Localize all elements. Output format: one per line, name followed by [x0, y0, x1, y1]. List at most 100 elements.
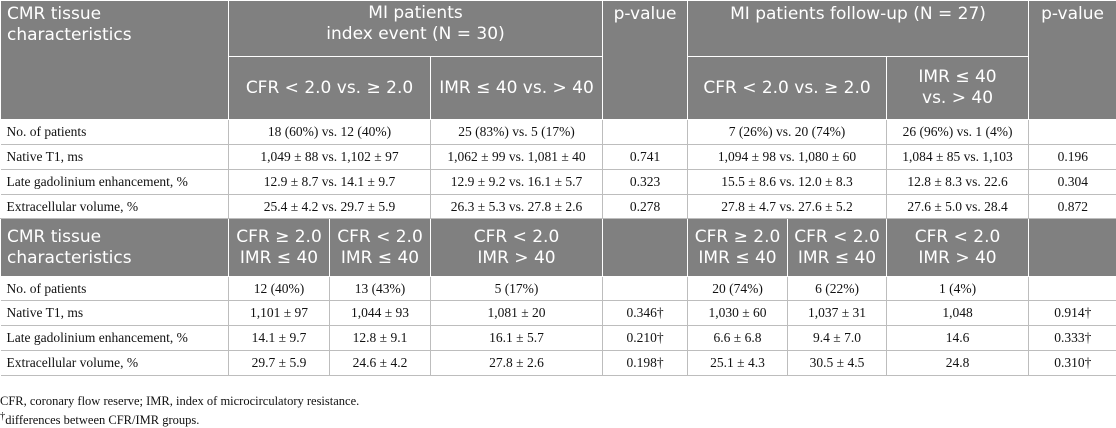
- group-header-line1: CFR < 2.0: [794, 226, 880, 247]
- row-label: Extracellular volume, %: [0, 350, 229, 376]
- cell-pvalue: 0.346†: [602, 300, 689, 326]
- group-header-line2: IMR ≤ 40: [340, 247, 420, 268]
- cell-cfr-followup: 7 (26%) vs. 20 (74%): [687, 119, 888, 145]
- footnote-dagger-text: differences between CFR/IMR groups.: [5, 413, 200, 428]
- sub-header-cfr-followup: CFR < 2.0 vs. ≥ 2.0: [687, 56, 888, 120]
- cell-group-6: 1,048: [886, 300, 1030, 326]
- table-row: Late gadolinium enhancement, % 14.1 ± 9.…: [0, 325, 1116, 351]
- dagger-mark: †: [0, 411, 6, 422]
- group-header-line2: IMR ≤ 40: [239, 247, 319, 268]
- index-group-subtitle: index event (N = 30): [326, 24, 505, 44]
- cell-pvalue-followup: 0.333†: [1028, 325, 1116, 351]
- table-row: Late gadolinium enhancement, % 12.9 ± 8.…: [0, 169, 1116, 195]
- cell-imr-followup: 12.8 ± 8.3 vs. 22.6: [886, 169, 1030, 195]
- index-event-group-header: MI patients index event (N = 30): [227, 0, 604, 57]
- cell-imr-followup: 26 (96%) vs. 1 (4%): [886, 119, 1030, 145]
- cell-pvalue-followup: 0.310†: [1028, 350, 1116, 376]
- row-label: No. of patients: [0, 119, 229, 145]
- group-header-line2: IMR ≤ 40: [698, 247, 777, 268]
- group-header-line2: IMR ≤ 40: [797, 247, 877, 268]
- section2-header-row: CMR tissue characteristics CFR ≥ 2.0 IMR …: [0, 218, 1116, 277]
- cell-cfr: 12.9 ± 8.7 vs. 14.1 ± 9.7: [228, 169, 431, 195]
- cell-pvalue-followup: 0.872: [1028, 194, 1116, 219]
- group-header-cfr-low-imr-low: CFR < 2.0 IMR ≤ 40: [329, 218, 431, 277]
- cell-cfr-followup: 27.8 ± 4.7 vs. 27.6 ± 5.2: [687, 194, 888, 219]
- cell-pvalue: 0.198†: [602, 350, 689, 376]
- row-label: Native T1, ms: [0, 144, 229, 170]
- cell-group-2: 24.6 ± 4.2: [329, 350, 431, 376]
- cell-pvalue-followup: 0.304: [1028, 169, 1116, 195]
- cell-imr-followup: 27.6 ± 5.0 vs. 28.4: [886, 194, 1030, 219]
- table-row: No. of patients 12 (40%) 13 (43%) 5 (17%…: [0, 276, 1116, 301]
- cell-cfr-followup: 1,094 ± 98 vs. 1,080 ± 60: [687, 144, 888, 170]
- pvalue-header-followup: p-value: [1028, 0, 1116, 120]
- table-row: No. of patients 18 (60%) vs. 12 (40%) 25…: [0, 119, 1116, 145]
- cell-group-6: 1 (4%): [886, 276, 1030, 301]
- section1-subheader-row: CFR < 2.0 vs. ≥ 2.0 IMR ≤ 40 vs. > 40 CF…: [1, 56, 1116, 120]
- table-row: Extracellular volume, % 25.4 ± 4.2 vs. 2…: [0, 194, 1116, 219]
- sub-header-imr-followup-line2: vs. > 40: [922, 88, 994, 108]
- section1-header-row: CMR tissue characteristics MI patients i…: [0, 0, 1116, 120]
- cell-group-3: 27.8 ± 2.6: [429, 350, 604, 376]
- table-row: Native T1, ms 1,101 ± 97 1,044 ± 93 1,08…: [0, 300, 1116, 326]
- cell-pvalue: [602, 119, 689, 145]
- cmr-results-table: CMR tissue characteristics MI patients i…: [0, 0, 1116, 376]
- cell-cfr: 18 (60%) vs. 12 (40%): [228, 119, 431, 145]
- cell-pvalue: [602, 276, 689, 301]
- group-header-line2: IMR > 40: [918, 247, 997, 268]
- cell-group-5: 30.5 ± 4.5: [787, 350, 888, 376]
- group-header-line2: IMR > 40: [477, 247, 556, 268]
- group-header-line1: CFR ≥ 2.0: [694, 226, 781, 247]
- cell-pvalue: 0.741: [602, 144, 689, 170]
- followup-group-header: MI patients follow-up (N = 27): [687, 0, 1030, 57]
- row-label: Extracellular volume, %: [0, 194, 229, 219]
- group-header-line1: CFR ≥ 2.0: [236, 226, 322, 247]
- sub-header-imr: IMR ≤ 40 vs. > 40: [429, 56, 604, 120]
- row-label: Late gadolinium enhancement, %: [0, 325, 229, 351]
- cell-group-5: 1,037 ± 31: [787, 300, 888, 326]
- table-row: Extracellular volume, % 29.7 ± 5.9 24.6 …: [0, 350, 1116, 376]
- table-footnotes: CFR, coronary flow reserve; IMR, index o…: [0, 393, 359, 428]
- cell-group-3: 1,081 ± 20: [429, 300, 604, 326]
- group-header-cfr-low-imr-high: CFR < 2.0 IMR > 40: [429, 218, 604, 277]
- sub-header-imr-followup-line1: IMR ≤ 40: [918, 67, 997, 87]
- cell-group-1: 12 (40%): [228, 276, 330, 301]
- cell-group-5: 9.4 ± 7.0: [787, 325, 888, 351]
- cell-group-1: 29.7 ± 5.9: [228, 350, 330, 376]
- group-header-fu-cfr-low-imr-low: CFR < 2.0 IMR ≤ 40: [787, 218, 888, 277]
- footnote-dagger: †differences between CFR/IMR groups.: [0, 409, 359, 428]
- cell-pvalue-followup: 0.196: [1028, 144, 1116, 170]
- cell-group-4: 1,030 ± 60: [687, 300, 789, 326]
- cell-group-4: 25.1 ± 4.3: [687, 350, 789, 376]
- cell-group-4: 20 (74%): [687, 276, 789, 301]
- cell-cfr: 1,049 ± 88 vs. 1,102 ± 97: [228, 144, 431, 170]
- footnote-abbreviations: CFR, coronary flow reserve; IMR, index o…: [0, 394, 360, 408]
- row-label: Native T1, ms: [0, 300, 229, 326]
- cell-group-6: 24.8: [886, 350, 1030, 376]
- cell-group-1: 14.1 ± 9.7: [228, 325, 330, 351]
- cell-pvalue-followup: [1028, 119, 1116, 145]
- sub-header-imr-followup: IMR ≤ 40 vs. > 40: [886, 56, 1030, 120]
- group-header-line1: CFR < 2.0: [337, 226, 423, 247]
- cell-imr: 26.3 ± 5.3 vs. 27.8 ± 2.6: [429, 194, 604, 219]
- cell-pvalue-followup: [1028, 276, 1116, 301]
- cell-pvalue: 0.210†: [602, 325, 689, 351]
- cell-imr: 1,062 ± 99 vs. 1,081 ± 40: [429, 144, 604, 170]
- group-header-cfr-high-imr-low: CFR ≥ 2.0 IMR ≤ 40: [228, 218, 330, 277]
- pvalue-header-empty-followup: [1028, 218, 1116, 277]
- cell-group-2: 12.8 ± 9.1: [329, 325, 431, 351]
- cell-imr: 25 (83%) vs. 5 (17%): [429, 119, 604, 145]
- group-header-line1: CFR < 2.0: [914, 226, 1001, 247]
- group-header-fu-cfr-low-imr-high: CFR < 2.0 IMR > 40: [886, 218, 1030, 277]
- cell-group-3: 16.1 ± 5.7: [429, 325, 604, 351]
- cell-imr: 12.9 ± 9.2 vs. 16.1 ± 5.7: [429, 169, 604, 195]
- cell-pvalue: 0.323: [602, 169, 689, 195]
- group-header-fu-cfr-high-imr-low: CFR ≥ 2.0 IMR ≤ 40: [687, 218, 789, 277]
- row-label: No. of patients: [0, 276, 229, 301]
- cell-group-4: 6.6 ± 6.8: [687, 325, 789, 351]
- section1-label-header: CMR tissue characteristics: [0, 0, 229, 120]
- row-label: Late gadolinium enhancement, %: [0, 169, 229, 195]
- section2-label-header: CMR tissue characteristics: [0, 218, 229, 277]
- cell-group-2: 1,044 ± 93: [329, 300, 431, 326]
- pvalue-header-empty: [602, 218, 689, 277]
